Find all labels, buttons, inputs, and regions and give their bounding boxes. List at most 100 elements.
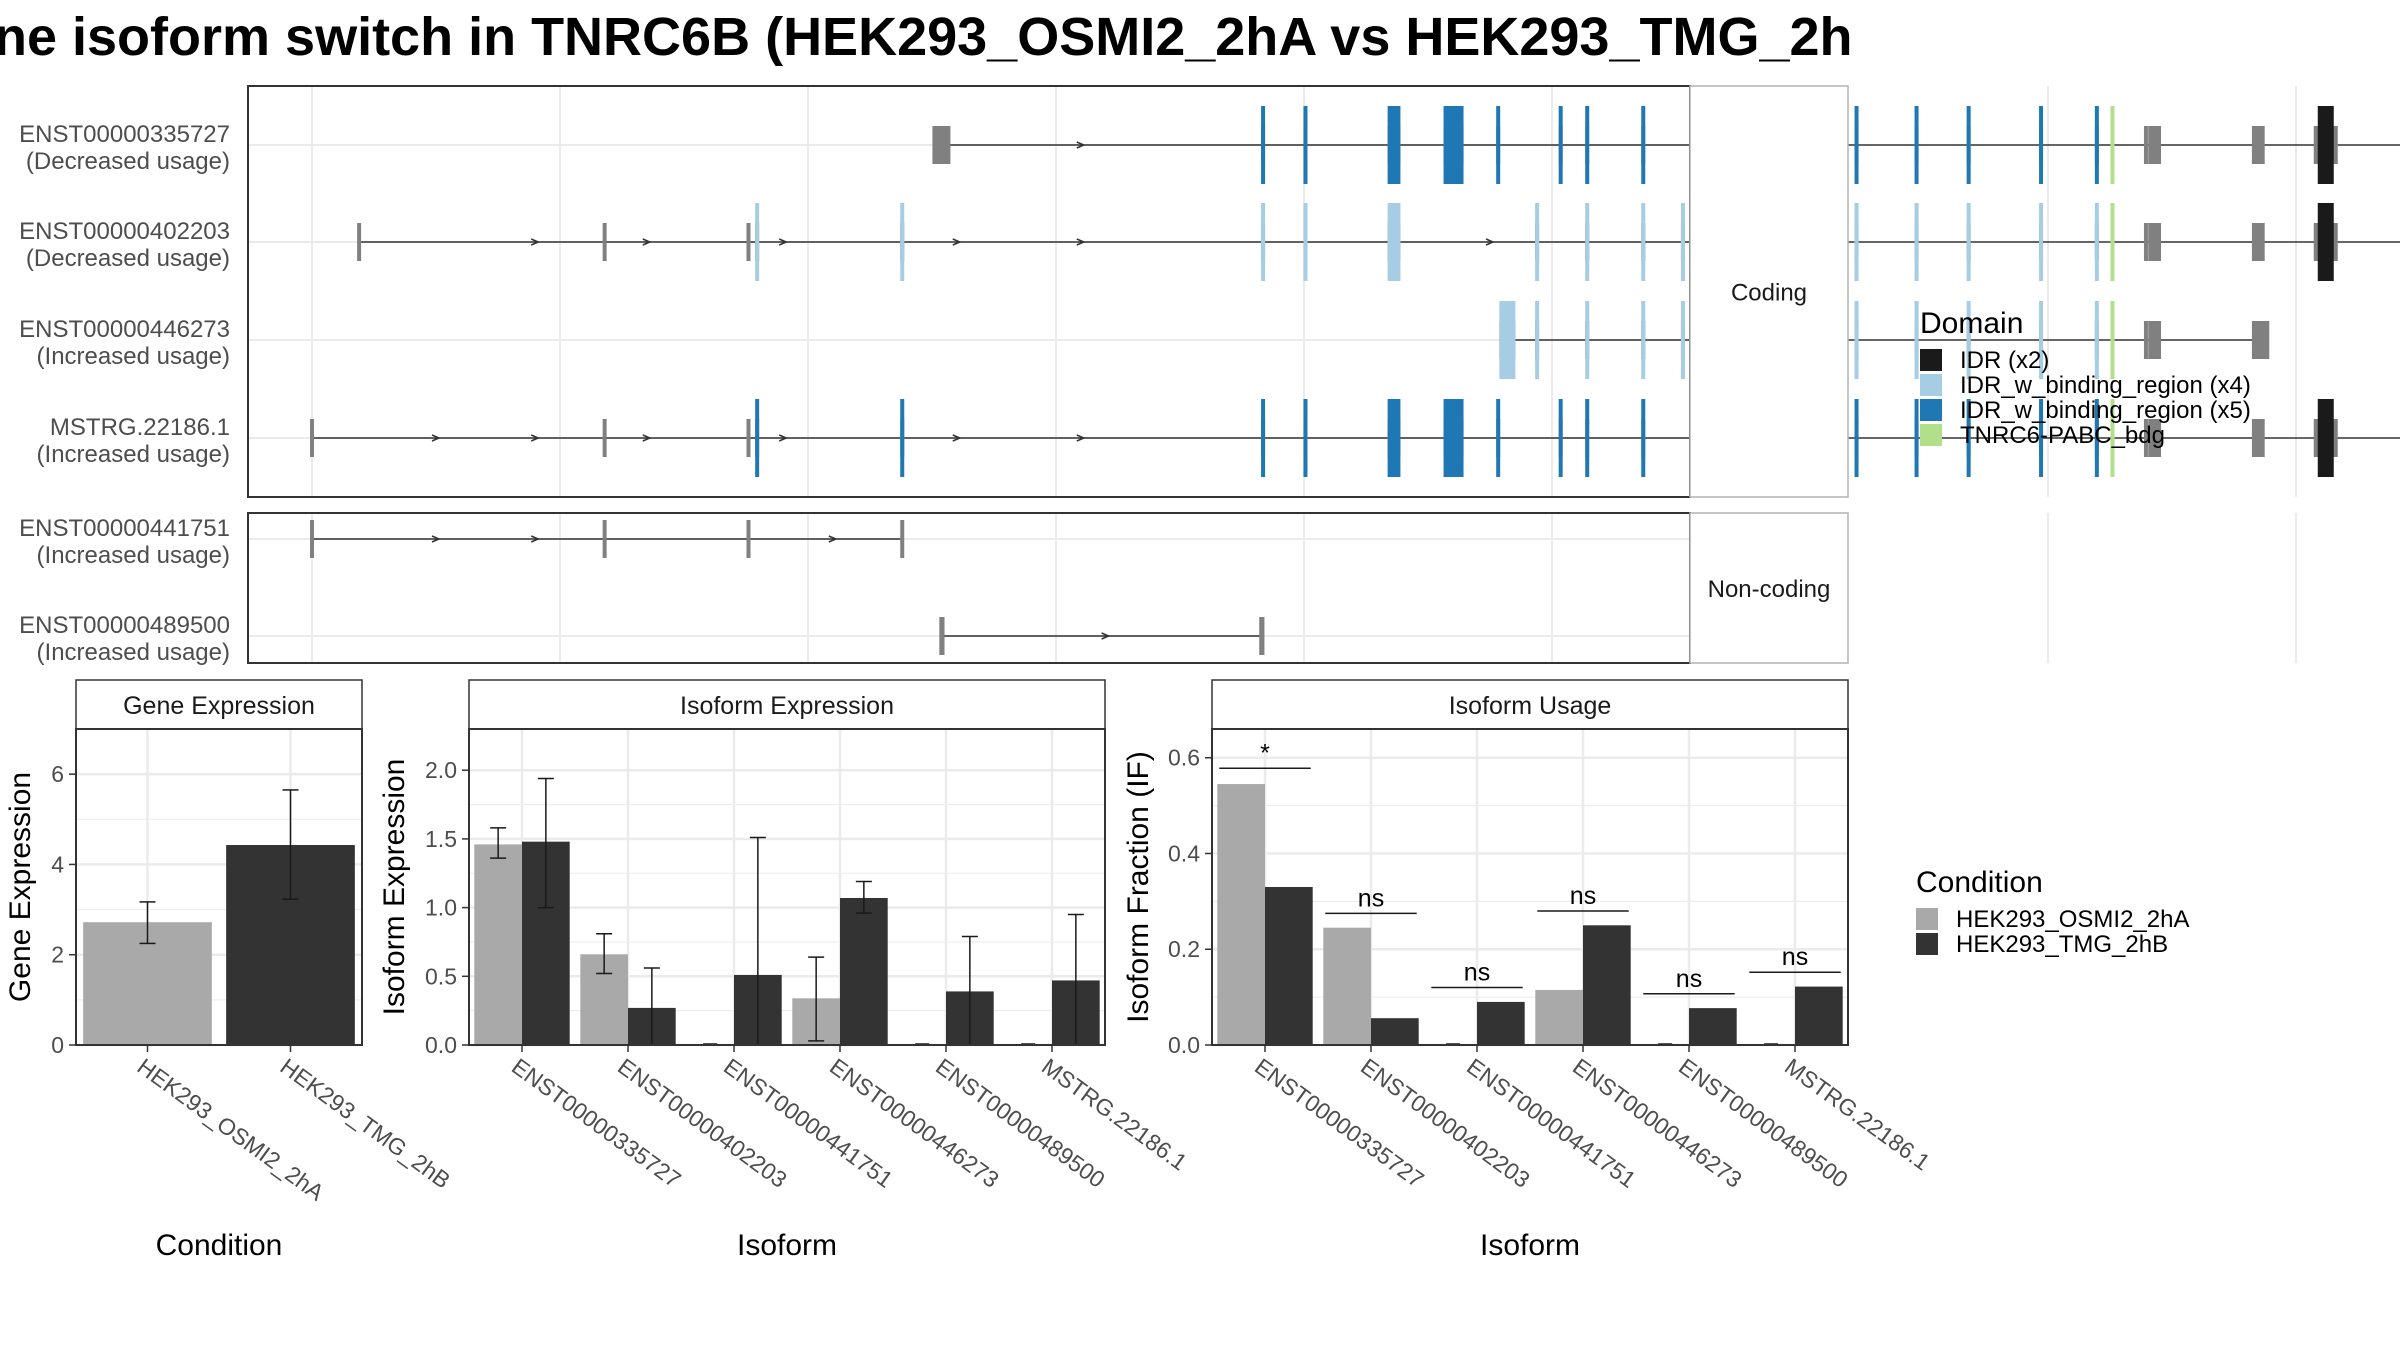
domain-idr_light bbox=[1914, 301, 1919, 379]
transcript-usage-label: (Decreased usage) bbox=[26, 148, 230, 175]
y-tick-label: 4 bbox=[51, 851, 64, 877]
domain-idr_dark bbox=[1914, 106, 1919, 184]
domain-idr_light bbox=[1261, 203, 1266, 281]
exon bbox=[310, 419, 314, 457]
x-axis-title: Condition bbox=[156, 1229, 283, 1262]
transcript-id-label: ENST00000402203 bbox=[19, 218, 230, 245]
significance-label: ns bbox=[1570, 882, 1596, 910]
domain-idr_dark bbox=[2094, 106, 2099, 184]
strand-arrow bbox=[1076, 238, 1086, 246]
y-axis-title: Isoform Expression bbox=[378, 759, 411, 1016]
domain-idr_dark bbox=[1641, 399, 1646, 477]
domain-idr_dark bbox=[1585, 106, 1590, 184]
exon bbox=[2253, 321, 2270, 359]
transcript-id-label: ENST00000335727 bbox=[19, 121, 230, 148]
domain-idr_light bbox=[1585, 301, 1590, 379]
strand-arrow bbox=[778, 238, 789, 246]
x-tick-label: ENST00000446273 bbox=[825, 1053, 1004, 1193]
domain-idr_dark bbox=[1966, 106, 1971, 184]
chart-title: Gene Expression bbox=[123, 692, 315, 720]
x-tick-label: ENST00000335727 bbox=[1250, 1053, 1429, 1193]
domain-idr_light bbox=[1499, 301, 1516, 379]
exon bbox=[746, 520, 751, 558]
strand-arrow bbox=[1101, 632, 1111, 640]
exon bbox=[2143, 419, 2148, 457]
bar bbox=[1535, 989, 1583, 1045]
transcript-ENST00000441751 bbox=[310, 520, 905, 558]
significance-label: ns bbox=[1676, 965, 1702, 993]
bar bbox=[1217, 784, 1265, 1045]
bar bbox=[1323, 927, 1371, 1045]
domain-idr bbox=[2317, 203, 2334, 281]
structure-group-non-coding: Non-coding bbox=[247, 512, 2297, 664]
x-tick-label: ENST00000402203 bbox=[613, 1053, 792, 1193]
domain-idr_light bbox=[1641, 203, 1646, 281]
domain-idr_light bbox=[2039, 301, 2044, 379]
transcript-ENST00000489500 bbox=[939, 617, 1265, 655]
transcript-usage-label: (Increased usage) bbox=[37, 343, 230, 370]
transcript-usage-label: (Increased usage) bbox=[37, 639, 230, 666]
exon bbox=[2143, 223, 2148, 261]
facet-strip bbox=[1689, 85, 1849, 498]
bar bbox=[1265, 887, 1313, 1045]
domain-idr_light bbox=[1680, 301, 1685, 379]
domain-idr_dark bbox=[1966, 399, 1971, 477]
exon bbox=[932, 126, 951, 164]
exon bbox=[2143, 126, 2148, 164]
strand-arrow bbox=[1485, 238, 1495, 246]
y-tick-label: 2 bbox=[51, 942, 64, 968]
significance-label: ns bbox=[1782, 943, 1808, 971]
strand-arrow bbox=[642, 434, 652, 442]
transcript-usage-label: (Increased usage) bbox=[37, 542, 230, 569]
x-tick-label: ENST00000441751 bbox=[1462, 1053, 1641, 1193]
domain-idr_light bbox=[1966, 203, 1971, 281]
facet-strip bbox=[1689, 512, 1849, 664]
domain-idr_light bbox=[1535, 203, 1540, 281]
legend-title: Domain bbox=[1920, 307, 2023, 340]
y-tick-label: 0.5 bbox=[425, 963, 457, 989]
domain-idr_dark bbox=[1387, 399, 1401, 477]
bar bbox=[1371, 1018, 1419, 1045]
domain-idr_dark bbox=[1854, 106, 1859, 184]
domain-idr_light bbox=[2039, 203, 2044, 281]
chart-panel-border bbox=[468, 728, 1106, 1046]
exon bbox=[939, 617, 945, 655]
exon bbox=[900, 520, 905, 558]
legend-label: IDR_w_binding_region (x5) bbox=[1960, 397, 2251, 424]
domain-idr_dark bbox=[1641, 106, 1646, 184]
strand-arrow bbox=[431, 434, 441, 442]
exon bbox=[2251, 419, 2265, 457]
exon bbox=[2148, 419, 2162, 457]
strand-arrow bbox=[530, 535, 541, 543]
y-tick-label: 0.4 bbox=[1168, 840, 1200, 866]
legend-key bbox=[1920, 399, 1942, 421]
y-tick-label: 0.0 bbox=[1168, 1032, 1200, 1058]
structure-panel-bg bbox=[248, 513, 1690, 663]
significance-label: ns bbox=[1464, 959, 1490, 987]
transcript-id-label: ENST00000441751 bbox=[19, 515, 230, 542]
chart-panel-border bbox=[75, 728, 363, 1046]
transcript-id-label: MSTRG.22186.1 bbox=[50, 414, 230, 441]
y-tick-label: 0.0 bbox=[425, 1032, 457, 1058]
strand-arrow bbox=[642, 238, 652, 246]
chart-isoform-usage: Isoform Usage 0.0 0.2 0.4 0.6 * ns ns ns ns ns ENST… bbox=[1122, 679, 1935, 1262]
domain-idr bbox=[2317, 399, 2334, 477]
domain-pabc bbox=[2110, 301, 2115, 379]
exon bbox=[310, 520, 314, 558]
domain-idr_dark bbox=[2039, 106, 2044, 184]
legend-label: HEK293_TMG_2hB bbox=[1956, 931, 2168, 958]
x-axis-title: Isoform bbox=[1480, 1229, 1580, 1262]
x-tick-label: ENST00000335727 bbox=[507, 1053, 686, 1193]
domain-idr_dark bbox=[1261, 399, 1266, 477]
exon bbox=[2251, 126, 2265, 164]
y-tick-label: 2.0 bbox=[425, 757, 457, 783]
domain-idr_light bbox=[1914, 203, 1919, 281]
strand-arrow bbox=[778, 434, 789, 442]
domain-idr_dark bbox=[1914, 399, 1919, 477]
bar bbox=[474, 844, 522, 1045]
domain-idr_dark bbox=[1303, 399, 1308, 477]
chart-panel-bg bbox=[1212, 729, 1848, 1045]
legend-label: IDR_w_binding_region (x4) bbox=[1960, 372, 2251, 399]
